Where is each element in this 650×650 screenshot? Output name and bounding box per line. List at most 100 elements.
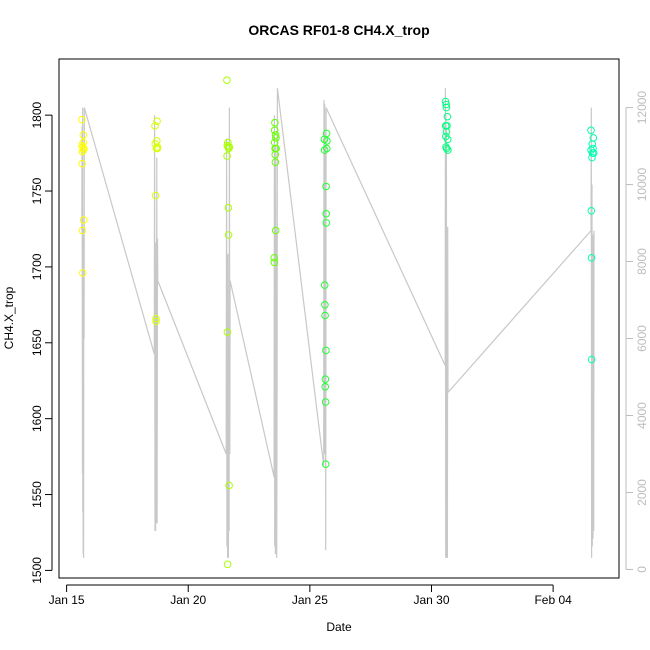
altitude-connector	[447, 230, 592, 393]
altitude-connector	[83, 107, 155, 355]
x-tick-label: Jan 30	[413, 593, 449, 607]
ch4-point	[271, 131, 280, 139]
ch4-point	[270, 253, 279, 262]
ch4-point	[223, 76, 231, 84]
ch4-point	[80, 144, 88, 153]
ch4-point	[589, 134, 598, 142]
ch4-point	[442, 128, 451, 136]
plot-frame	[58, 58, 620, 579]
ch4-point	[587, 126, 595, 135]
x-tick-label: Feb 04	[534, 593, 572, 607]
ch4-point	[225, 143, 234, 151]
ch4-point	[272, 144, 280, 153]
ch4-point	[79, 138, 87, 147]
y-tick-label: 1700	[30, 253, 44, 280]
y2-tick-label: 10000	[635, 168, 649, 202]
ch4-point	[321, 398, 330, 406]
x-tick-label: Jan 20	[170, 593, 206, 607]
ch4-point	[442, 100, 451, 109]
ch4-point	[78, 159, 86, 168]
ch4-points	[78, 76, 598, 569]
ch4-point	[78, 226, 87, 235]
ch4-point	[588, 153, 596, 162]
ch4-point	[79, 131, 88, 139]
ch4-point	[444, 146, 452, 154]
y-axis-label: CH4.X_trop	[2, 286, 16, 349]
ch4-point	[78, 269, 87, 277]
ch4-point	[587, 355, 596, 364]
ch4-point	[443, 112, 452, 121]
ch4-point	[271, 226, 280, 235]
ch4-point	[223, 152, 231, 160]
y-tick-label: 1650	[30, 329, 44, 356]
ch4-point	[322, 346, 330, 355]
ch4-point	[442, 103, 451, 112]
ch4-point	[270, 258, 279, 267]
altitude-connector	[276, 88, 325, 466]
ch4-point	[152, 317, 160, 326]
y2-tick-label: 6000	[635, 325, 649, 352]
y-tick-label: 1800	[30, 101, 44, 128]
altitude-line-flight-3	[225, 107, 231, 558]
ch4-point	[321, 383, 330, 391]
ch4-point	[151, 122, 159, 130]
ch4-point	[589, 144, 597, 153]
x-axis: Jan 15 Jan 20 Jan 25 Jan 30 Feb 04	[49, 584, 572, 607]
ch4-point	[224, 203, 233, 212]
ch4-point	[272, 134, 280, 142]
altitude-line-flight-5	[323, 99, 327, 551]
y-tick-label: 1500	[30, 557, 44, 584]
ch4-point	[224, 138, 232, 147]
ch4-point	[442, 144, 451, 153]
ch4-point	[225, 481, 233, 490]
ch4-point	[271, 118, 279, 127]
ch4-point	[153, 143, 162, 151]
ch4-point	[589, 149, 598, 157]
altitude-line-flight-7	[590, 107, 595, 558]
ch4-point	[271, 158, 280, 166]
ch4-point	[322, 182, 330, 191]
ch4-point	[322, 219, 331, 227]
y-tick-label: 1750	[30, 177, 44, 204]
ch4-point	[320, 146, 329, 154]
ch4-point	[153, 117, 161, 125]
ch4-point	[152, 314, 160, 323]
ch4-point	[587, 253, 596, 262]
y2-tick-label: 8000	[635, 248, 649, 275]
ch4-point	[78, 115, 86, 124]
y-tick-label: 1600	[30, 405, 44, 432]
x-axis-label: Date	[326, 620, 352, 634]
y2-tick-label: 12000	[635, 91, 649, 125]
altitude-line-flight-1	[81, 107, 85, 558]
altitude-line-flight-6	[444, 88, 449, 558]
ch4-point	[323, 144, 331, 153]
ch4-point	[321, 301, 329, 309]
y-axis-left: 1500 1550 1600 1650 1700 1750 1800	[30, 101, 53, 584]
ch4-point	[443, 135, 452, 144]
ch4-point	[320, 281, 329, 289]
ch4-point	[321, 311, 329, 320]
altitude-connector	[157, 280, 227, 455]
chart-title: ORCAS RF01-8 CH4.X_trop	[248, 22, 429, 38]
ch4-point	[224, 231, 233, 239]
ch4-point	[323, 137, 331, 145]
y2-tick-label: 4000	[635, 402, 649, 429]
ch4-point	[322, 210, 331, 218]
ch4-point	[322, 129, 331, 138]
plot-area	[78, 76, 598, 569]
altitude-line-flight-2	[153, 115, 159, 532]
y2-tick-label: 2000	[635, 479, 649, 506]
ch4-point	[223, 560, 232, 569]
ch4-point	[79, 143, 87, 151]
x-tick-label: Jan 25	[292, 593, 328, 607]
y2-tick-label: 0	[635, 566, 649, 573]
ch4-point	[587, 207, 596, 215]
ch4-point	[321, 460, 330, 469]
ch4-point	[270, 126, 279, 135]
y-tick-label: 1550	[30, 481, 44, 508]
altitude-connector	[229, 280, 275, 478]
altitude-connector	[325, 107, 446, 366]
altitude-lines	[81, 88, 595, 558]
y-axis-right: 0 2000 4000 6000 8000 10000 12000	[625, 91, 649, 573]
